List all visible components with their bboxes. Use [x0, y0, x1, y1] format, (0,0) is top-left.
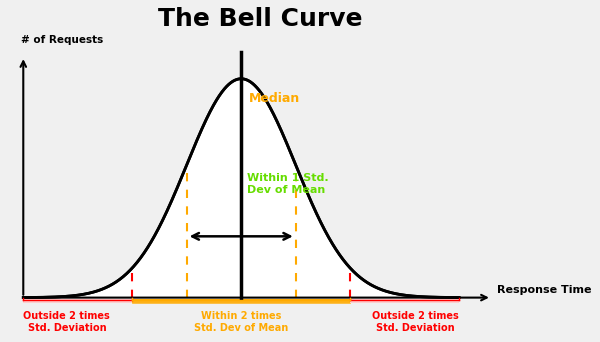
- Text: Outside 2 times
Std. Deviation: Outside 2 times Std. Deviation: [23, 311, 110, 333]
- FancyBboxPatch shape: [23, 299, 132, 303]
- Text: Median: Median: [250, 92, 301, 105]
- Text: Response Time: Response Time: [497, 285, 592, 295]
- Text: # of Requests: # of Requests: [20, 35, 103, 45]
- Text: Outside 2 times
Std. Deviation: Outside 2 times Std. Deviation: [372, 311, 459, 333]
- Text: Within 1 Std.
Dev of Mean: Within 1 Std. Dev of Mean: [247, 173, 328, 195]
- FancyBboxPatch shape: [132, 299, 350, 303]
- FancyBboxPatch shape: [350, 299, 459, 303]
- Text: Within 2 times
Std. Dev of Mean: Within 2 times Std. Dev of Mean: [194, 311, 289, 333]
- Title: The Bell Curve: The Bell Curve: [158, 7, 362, 31]
